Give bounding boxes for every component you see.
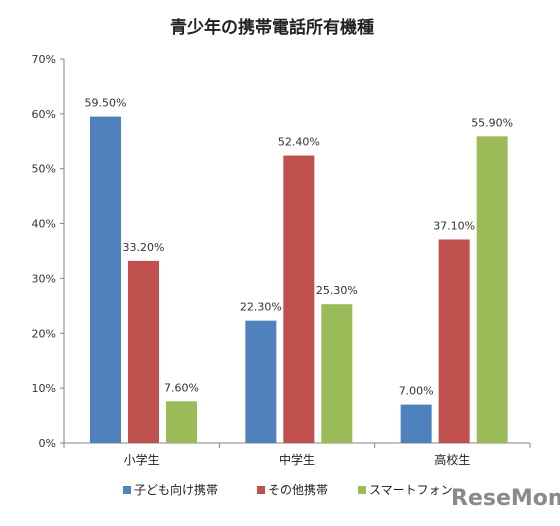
x-tick-label: 小学生 [124, 452, 160, 467]
legend-swatch [358, 486, 366, 494]
data-labels: 59.50% 22.30% 7.00% 33.20% 52.40% 37.10% 7.60%… [85, 97, 514, 398]
data-label: 55.90% [471, 116, 513, 129]
legend: 子ども向け携帯 その他携帯 スマートフォン [123, 482, 453, 497]
y-tick-label: 60% [32, 108, 56, 121]
bar [400, 404, 432, 443]
legend-entry: その他携帯 [268, 482, 328, 497]
y-tick-label: 40% [32, 218, 56, 231]
watermark-logo: ReseMom [451, 486, 560, 511]
data-label: 22.30% [240, 301, 282, 314]
legend-entry: 子ども向け携帯 [134, 482, 218, 497]
bar [321, 304, 353, 443]
y-tick-label: 10% [32, 382, 56, 395]
bar [283, 155, 315, 443]
chart-title: 青少年の携帯電話所有機種 [170, 17, 374, 38]
data-label: 33.20% [123, 241, 165, 254]
bar [90, 116, 121, 443]
legend-entry: スマートフォン [369, 483, 453, 497]
legend-swatch [123, 486, 131, 494]
data-label: 7.00% [399, 385, 434, 398]
y-tick-label: 70% [32, 53, 56, 66]
data-label: 25.30% [316, 284, 358, 297]
data-label: 37.10% [433, 219, 475, 232]
x-tick-label: 高校生 [434, 452, 470, 467]
bar [128, 260, 159, 443]
bar [476, 136, 508, 443]
bar [245, 320, 277, 443]
data-label: 59.50% [85, 97, 127, 110]
y-tick-label: 30% [32, 272, 56, 285]
y-tick-label: 20% [32, 327, 56, 340]
y-tick-label: 50% [32, 163, 56, 176]
axes: 0% 10% 20% 30% 40% 50% 60% 70% 小学生 中学生 高校生 [32, 53, 531, 467]
bar [166, 401, 197, 443]
data-label: 52.40% [278, 136, 320, 149]
x-tick-label: 中学生 [279, 452, 315, 467]
legend-swatch [257, 486, 265, 494]
bars [90, 116, 508, 443]
bar [438, 239, 470, 443]
data-label: 7.60% [164, 381, 199, 394]
y-tick-label: 0% [39, 437, 56, 450]
